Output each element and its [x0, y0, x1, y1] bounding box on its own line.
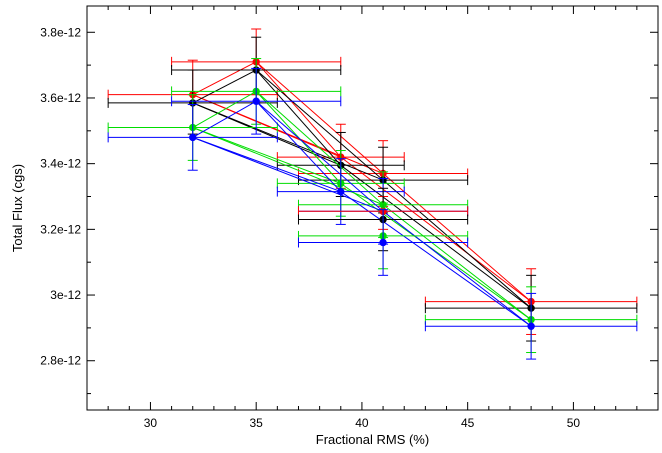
x-tick-label: 45 [461, 416, 475, 430]
series-connector-line [192, 69, 257, 104]
series-connector-line [340, 164, 532, 309]
series-connector-line [192, 136, 341, 193]
series-connector-line [192, 61, 257, 96]
y-tick-label: 3.6e-12 [40, 91, 81, 105]
series-connector-line [192, 90, 257, 128]
series-connector-line [192, 102, 384, 181]
series-connector-line [382, 210, 532, 327]
x-tick-label: 30 [144, 416, 158, 430]
series-connector-line [340, 156, 532, 303]
series-layer [107, 28, 638, 360]
x-axis-label: Fractional RMS (%) [316, 432, 429, 447]
series-connector-line [382, 204, 532, 321]
series-connector-line [192, 94, 384, 174]
series-connector-line [255, 100, 384, 212]
data-point [337, 187, 345, 196]
series-connector-line [340, 182, 532, 321]
series-connector-line [255, 69, 342, 166]
series-connector-line [382, 179, 532, 309]
series-connector-line [192, 127, 341, 184]
series-connector-line [382, 173, 532, 302]
x-tick-label: 50 [567, 416, 581, 430]
y-tick-label: 3.4e-12 [40, 157, 81, 171]
y-tick-label: 3.2e-12 [40, 222, 81, 236]
data-point [189, 133, 197, 142]
series-connector-line [192, 100, 257, 138]
data-point [527, 322, 535, 330]
series-connector-line [255, 61, 384, 174]
series-connector-line [255, 91, 384, 206]
data-point [252, 97, 260, 105]
series-connector-line [340, 191, 532, 327]
series-connector-line [255, 100, 342, 192]
y-tick-label: 3e-12 [50, 288, 81, 302]
data-point [379, 238, 387, 247]
y-axis-label: Total Flux (cgs) [10, 164, 25, 252]
series-connector-line [255, 69, 384, 181]
axes-layer: 30 35 40 45 50 2.8e-12 3e-12 3.2e-12 3.4e-12 3.6e… [40, 6, 659, 430]
y-tick-label: 3.8e-12 [40, 25, 81, 39]
data-series [297, 209, 469, 276]
x-tick-label: 40 [355, 416, 369, 430]
y-tick-label: 2.8e-12 [40, 354, 81, 368]
plot-frame [86, 5, 659, 411]
series-connector-line [255, 61, 342, 158]
x-tick-label: 35 [250, 416, 264, 430]
